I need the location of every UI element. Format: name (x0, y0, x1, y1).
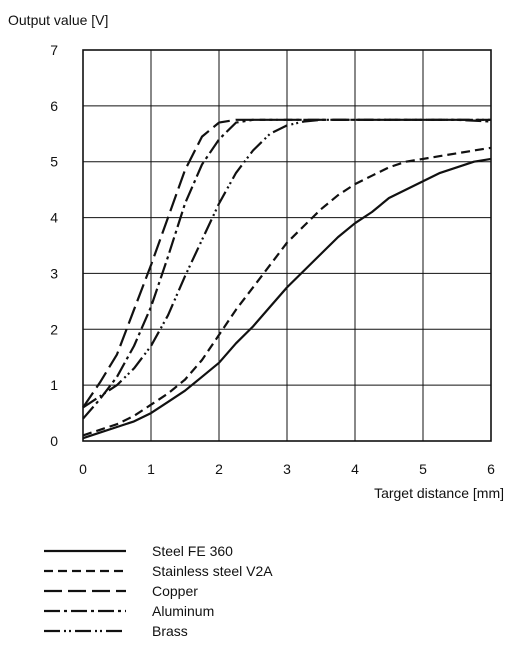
x-tick-label: 4 (351, 461, 359, 477)
legend-label-1: Steel FE 360 (152, 543, 233, 559)
legend: Steel FE 360 Stainless steel V2A Copper Alu… (44, 543, 273, 639)
series-line-5 (82, 118, 491, 409)
x-tick-label: 2 (215, 461, 223, 477)
x-tick-label: 3 (283, 461, 291, 477)
x-axis-label: Target distance [mm] (374, 485, 504, 501)
y-tick-label: 3 (50, 265, 58, 281)
x-tick-label: 6 (487, 461, 495, 477)
legend-label-3: Copper (152, 583, 198, 599)
y-tick-label: 6 (50, 98, 58, 114)
series-line-2 (82, 146, 492, 437)
grid (82, 49, 492, 442)
x-tick-label: 1 (147, 461, 155, 477)
series-line-1 (82, 157, 492, 440)
legend-label-5: Brass (152, 623, 188, 639)
legend-label-4: Aluminum (152, 603, 214, 619)
tick-labels: 0 1 2 3 4 5 6 0 1 2 3 4 5 6 7 (50, 42, 495, 477)
legend-label-2: Stainless steel V2A (152, 563, 273, 579)
y-tick-label: 5 (50, 154, 58, 170)
plot-frame (82, 49, 492, 442)
x-tick-label: 5 (419, 461, 427, 477)
y-tick-label: 1 (50, 377, 58, 393)
x-tick-label: 0 (79, 461, 87, 477)
y-tick-label: 0 (50, 433, 58, 449)
plot-series (82, 118, 492, 440)
y-axis-label: Output value [V] (8, 12, 108, 28)
y-tick-label: 2 (50, 321, 58, 337)
y-tick-label: 4 (50, 210, 58, 226)
y-tick-label: 7 (50, 42, 58, 58)
series-line-4 (82, 118, 492, 420)
